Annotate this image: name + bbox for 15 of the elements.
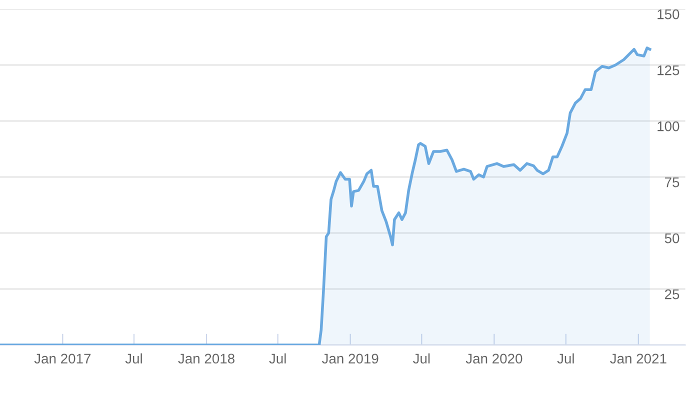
x-tick-label: Jul (125, 353, 142, 364)
y-tick-label: 125 (658, 65, 680, 76)
x-tick-label: Jul (269, 353, 286, 364)
x-tick-label: Jan 2020 (466, 354, 522, 364)
y-tick-label: 50 (664, 233, 680, 244)
x-tick-label: Jul (557, 353, 574, 364)
x-tick-label: Jul (413, 353, 430, 364)
y-tick-label: 100 (658, 121, 680, 132)
x-tick-label: Jan 2017 (34, 354, 91, 364)
y-tick-label: 75 (665, 178, 680, 188)
y-tick-label: 150 (658, 9, 680, 20)
x-tick-label: Jan 2021 (610, 354, 666, 364)
y-tick-label: 25 (664, 289, 680, 300)
x-tick-label: Jan 2018 (178, 354, 234, 364)
x-tick-label: Jan 2019 (322, 354, 378, 364)
